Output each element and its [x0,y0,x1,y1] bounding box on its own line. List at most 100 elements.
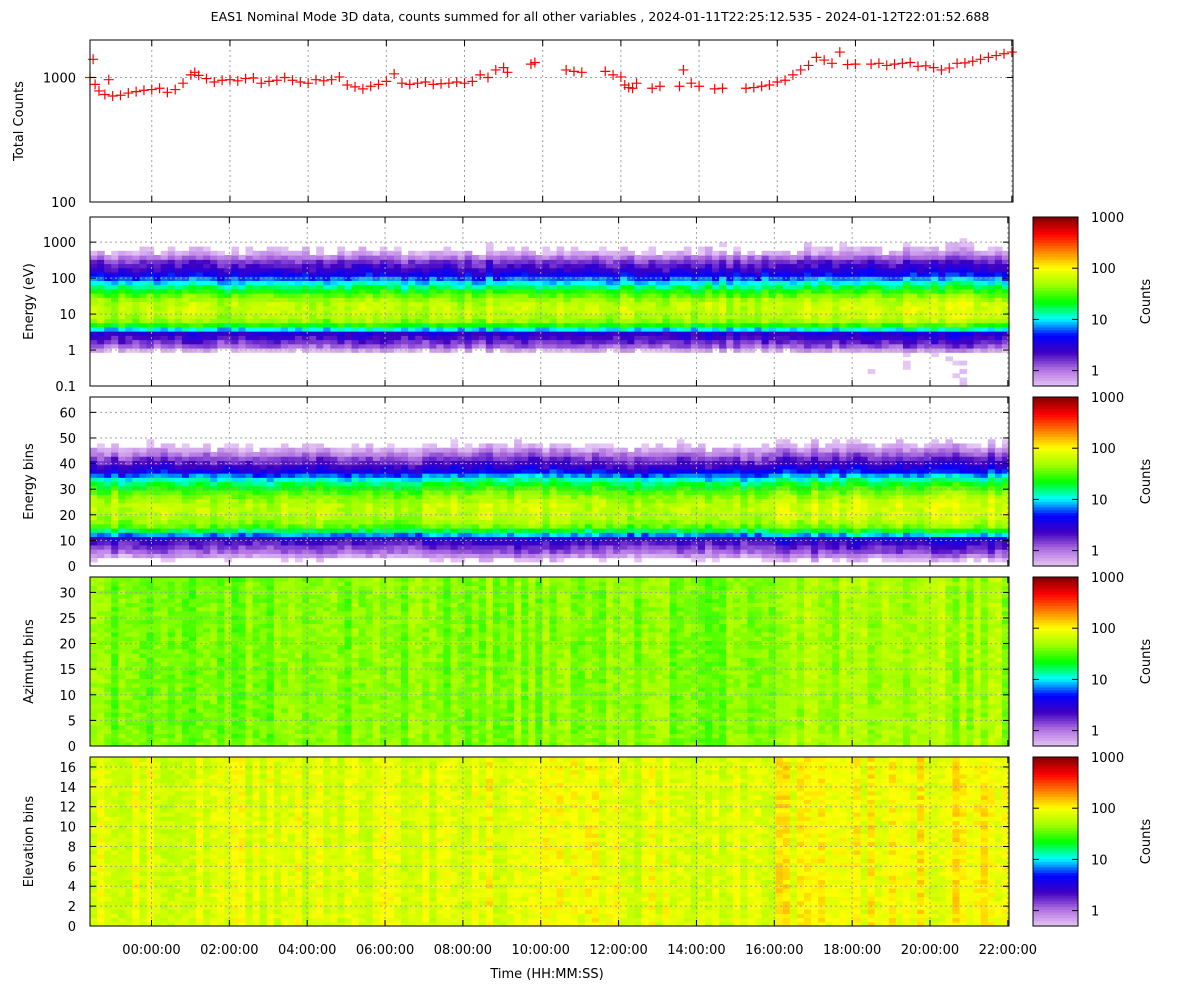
heatmap-cell [910,288,918,294]
heatmap-cell [450,297,459,303]
heatmap-cell [429,309,437,315]
heatmap-cell [740,305,749,311]
heatmap-cell [160,477,169,483]
heatmap-cell [507,280,515,286]
heatmap-cell [987,335,996,341]
heatmap-cell [316,477,324,483]
heatmap-cell [139,460,148,466]
heatmap-cell [280,464,289,470]
heatmap-cell [309,519,317,525]
heatmap-cell [549,297,558,303]
heatmap-cell [1001,271,1010,277]
heatmap-cell [620,331,628,336]
heatmap-cell [514,250,522,256]
heatmap-cell [160,331,169,336]
y-tick-label: 1 [68,344,76,359]
heatmap-cell [952,263,961,269]
heatmap-cell [273,255,282,260]
heatmap-cell [450,263,459,269]
heatmap-cell [492,481,501,487]
heatmap-cell [386,297,395,303]
heatmap-cell [415,468,423,474]
heatmap-cell [415,553,423,559]
heatmap-cell [853,314,862,319]
heatmap-cell [485,276,494,281]
heatmap-cell [803,322,812,328]
heatmap-cell [104,519,112,525]
heatmap-cell [952,343,961,349]
heatmap-cell [118,255,126,260]
heatmap-cell [641,331,650,336]
colorbar-swatch [1033,380,1078,384]
heatmap-cell [613,339,621,345]
heatmap-cell [648,331,657,336]
heatmap-cell [273,250,282,256]
heatmap-cell [408,331,416,336]
heatmap-cell [485,343,494,349]
heatmap-cell [598,335,607,341]
heatmap-cell [287,255,296,260]
heatmap-cell [740,331,749,336]
heatmap-cell [153,276,162,281]
heatmap-cell [217,485,225,491]
heatmap-cell [238,477,247,483]
heatmap-cell [196,485,204,491]
heatmap-cell [443,297,452,303]
heatmap-cell [139,485,148,491]
heatmap-cell [365,464,374,470]
heatmap-cell [139,477,148,483]
heatmap-cell [273,536,282,542]
heatmap-cell [669,267,678,273]
heatmap-cell [705,318,713,324]
heatmap-cell [415,527,423,533]
heatmap-cell [563,271,572,277]
heatmap-cell [104,460,112,466]
heatmap-cell [337,544,346,550]
heatmap-cell [379,318,388,324]
heatmap-cell [549,267,558,273]
heatmap-cell [888,347,897,353]
heatmap-cell [287,468,296,474]
heatmap-cell [768,263,777,269]
heatmap-cell [818,301,826,307]
heatmap-cell [408,267,416,273]
heatmap-cell [167,288,176,294]
heatmap-cell [252,339,261,345]
heatmap-cell [881,335,890,341]
heatmap-cell [910,309,918,315]
heatmap-cell [825,276,833,281]
heatmap-cell [196,489,204,495]
heatmap-cell [676,297,685,303]
heatmap-cell [924,288,932,294]
heatmap-cell [210,527,218,533]
heatmap-cell [860,314,869,319]
heatmap-cell [351,544,360,550]
heatmap-cell [464,485,473,491]
heatmap-cell [775,335,784,341]
heatmap-cell [139,498,148,504]
heatmap-cell [436,485,445,491]
heatmap-cell [832,335,840,341]
heatmap-cell [372,293,381,298]
heatmap-cell [309,271,317,277]
colorbar-swatch [1033,340,1078,345]
heatmap-cell [97,255,105,260]
heatmap-cell [910,259,918,265]
heatmap-cell [853,293,862,298]
heatmap-cell [938,288,946,294]
heatmap-cell [959,377,968,383]
heatmap-cell [181,544,190,550]
heatmap-cell [818,335,826,341]
heatmap-cell [542,271,551,277]
heatmap-cell [478,263,487,269]
heatmap-cell [302,255,310,260]
heatmap-cell [556,246,565,252]
heatmap-cell [422,544,430,550]
heatmap-cell [167,544,176,550]
heatmap-cell [188,335,197,341]
heatmap-cell [747,314,756,319]
heatmap-cell [457,477,466,483]
heatmap-cell [478,447,487,453]
heatmap-cell [372,515,381,521]
heatmap-cell [775,322,784,328]
